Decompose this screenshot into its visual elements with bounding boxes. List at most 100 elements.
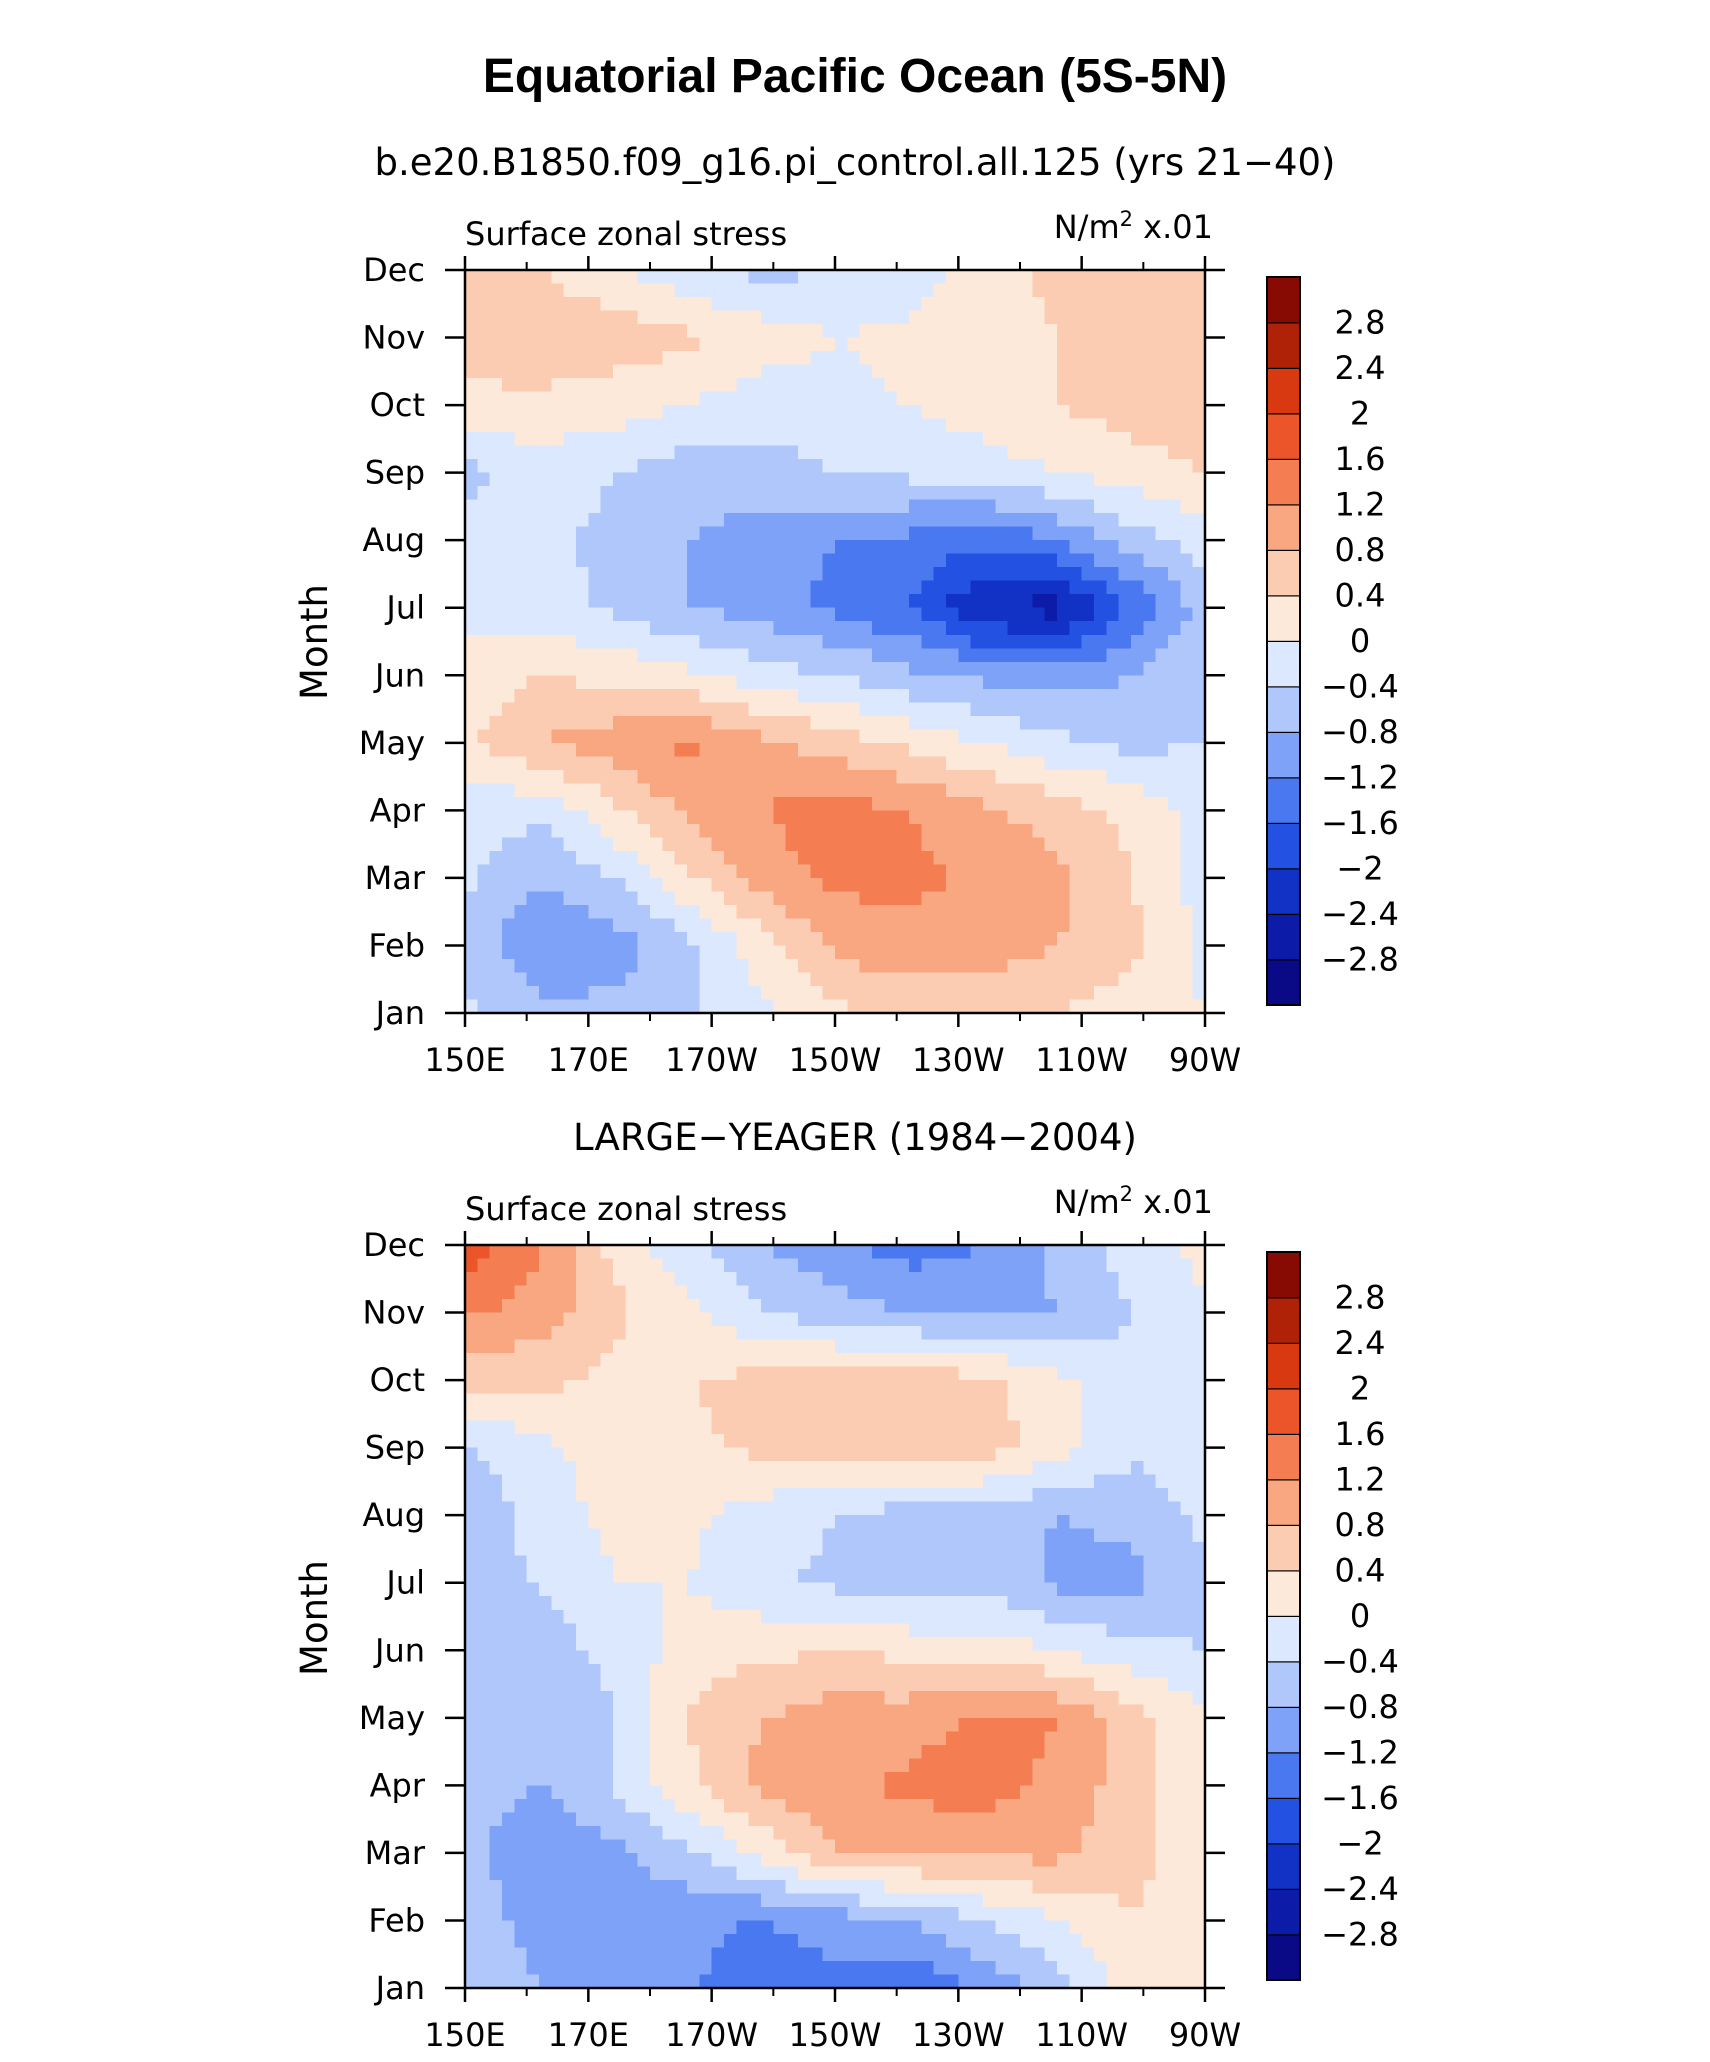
field-cell [1180, 972, 1194, 987]
field-cell [810, 904, 824, 920]
field-cell [884, 823, 898, 838]
field-cell [650, 931, 663, 947]
field-cell [1081, 378, 1095, 393]
field-cell [835, 810, 848, 825]
field-cell [687, 1245, 700, 1260]
field-cell [1044, 783, 1058, 798]
field-cell [1131, 1528, 1144, 1543]
field-cell [1057, 702, 1070, 717]
field-cell [1180, 1582, 1194, 1597]
field-cell [637, 1366, 651, 1381]
field-cell [1131, 405, 1144, 420]
field-cell [1057, 499, 1070, 514]
field-cell [1192, 931, 1206, 947]
field-cell [724, 634, 737, 649]
x-tick-label: 130W [912, 1041, 1005, 1079]
field-cell [637, 837, 651, 852]
field-cell [539, 1596, 552, 1611]
field-cell [699, 1312, 713, 1327]
field-cell [625, 985, 639, 1001]
field-cell [576, 1582, 589, 1597]
field-cell [687, 729, 700, 744]
field-cell [822, 351, 836, 366]
field-cell [687, 324, 700, 339]
field-cell [1168, 324, 1181, 339]
field-cell [946, 1245, 959, 1260]
field-cell [970, 1420, 984, 1435]
field-cell [1180, 648, 1194, 663]
field-cell [1020, 918, 1033, 933]
field-cell [1155, 1569, 1169, 1584]
field-cell [526, 364, 540, 379]
field-cell [588, 864, 602, 879]
field-cell [1007, 756, 1021, 771]
field-cell [835, 1393, 848, 1408]
field-cell [761, 985, 774, 1001]
field-cell [1032, 783, 1046, 798]
field-cell [563, 607, 577, 622]
field-cell [563, 567, 577, 582]
field-cell [946, 270, 959, 285]
field-cell [896, 526, 910, 541]
field-cell [1044, 1528, 1058, 1543]
field-cell [502, 837, 515, 852]
field-cell [958, 445, 972, 460]
field-cell [1044, 1420, 1058, 1435]
field-cell [613, 1245, 626, 1260]
field-cell [1081, 1339, 1095, 1354]
colorbar-swatch [1266, 822, 1301, 870]
field-cell [539, 810, 552, 825]
field-cell [1168, 1312, 1181, 1327]
field-cell [1155, 270, 1169, 285]
field-cell [687, 351, 700, 366]
field-cell [995, 904, 1009, 920]
field-cell [983, 985, 996, 1001]
field-cell [489, 1434, 503, 1449]
field-cell [1020, 1339, 1033, 1354]
field-cell [637, 1326, 651, 1341]
field-cell [489, 553, 503, 568]
field-cell [1007, 918, 1021, 933]
field-cell [1192, 1380, 1206, 1395]
field-cell [588, 634, 602, 649]
field-cell [477, 553, 491, 568]
field-cell [514, 1353, 528, 1368]
field-cell [847, 459, 861, 474]
field-cell [711, 1474, 725, 1489]
field-cell [514, 1312, 528, 1327]
field-cell [822, 1326, 836, 1341]
field-cell [1044, 1569, 1058, 1584]
field-cell [502, 499, 515, 514]
field-cell [872, 877, 885, 893]
field-cell [662, 607, 676, 622]
field-cell [1032, 297, 1046, 312]
field-cell [933, 769, 947, 784]
field-cell [563, 580, 577, 595]
field-cell [637, 337, 651, 352]
field-cell [761, 1434, 774, 1449]
field-cell [872, 1447, 885, 1462]
field-cell [970, 837, 984, 852]
field-cell [563, 1461, 577, 1476]
y-tick-label: Jun [373, 656, 425, 694]
field-cell [477, 1258, 491, 1273]
field-cell [983, 513, 996, 528]
field-cell [1106, 553, 1120, 568]
field-cell [773, 702, 787, 717]
field-cell [909, 864, 922, 879]
field-cell [995, 1339, 1009, 1354]
field-cell [884, 1285, 898, 1300]
field-cell [526, 405, 540, 420]
field-cell [970, 405, 984, 420]
field-cell [687, 337, 700, 352]
field-cell [1168, 1299, 1181, 1314]
field-cell [921, 499, 935, 514]
field-cell [662, 459, 676, 474]
field-cell [970, 297, 984, 312]
field-cell [884, 918, 898, 933]
field-cell [736, 270, 750, 285]
field-cell [1094, 445, 1107, 460]
field-cell [687, 1515, 700, 1530]
field-cell [970, 904, 984, 920]
field-cell [1155, 742, 1169, 757]
